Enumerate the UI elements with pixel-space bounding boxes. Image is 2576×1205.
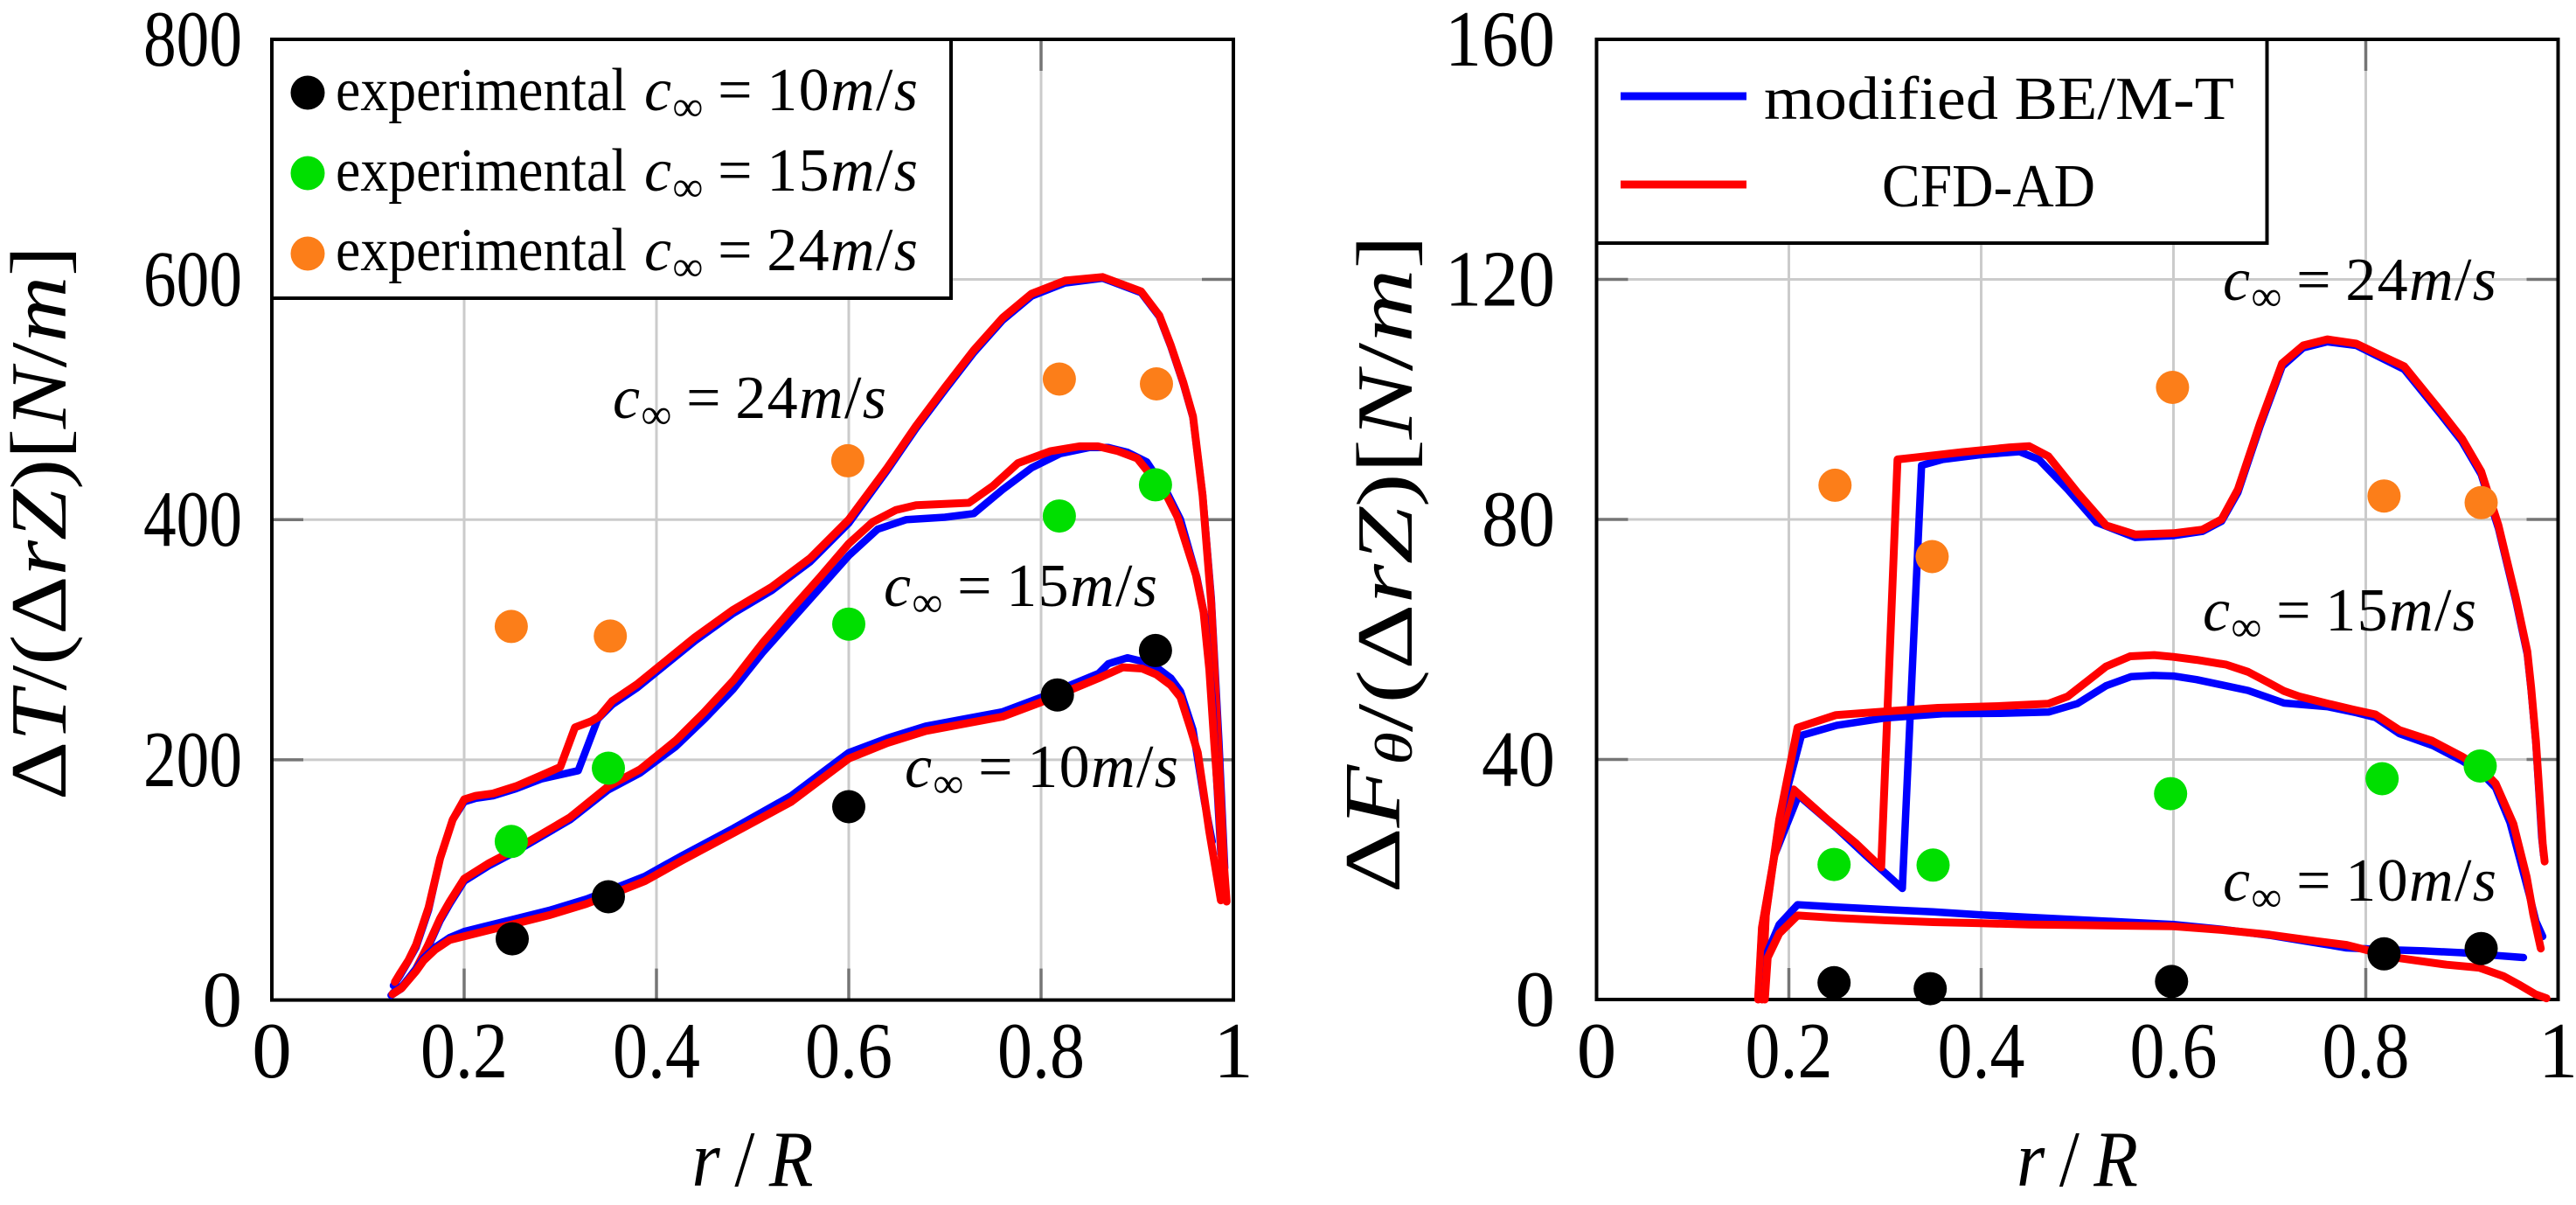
svg-text:0: 0 bbox=[203, 956, 243, 1044]
svg-text:1: 1 bbox=[2538, 1006, 2576, 1095]
svg-text:c∞ = 10m/s: c∞ = 10m/s bbox=[644, 57, 918, 130]
svg-text:c∞ = 15m/s: c∞ = 15m/s bbox=[884, 553, 1157, 626]
svg-text:600: 600 bbox=[143, 235, 242, 324]
svg-text:r / R: r / R bbox=[2017, 1115, 2138, 1201]
svg-text:0.6: 0.6 bbox=[2130, 1006, 2218, 1095]
svg-text:experimental: experimental bbox=[336, 217, 627, 284]
svg-text:1: 1 bbox=[1213, 1006, 1253, 1095]
svg-text:c∞ = 10m/s: c∞ = 10m/s bbox=[905, 734, 1178, 807]
svg-text:160: 160 bbox=[1445, 0, 1555, 83]
svg-text:80: 80 bbox=[1482, 475, 1555, 563]
svg-text:c∞ = 24m/s: c∞ = 24m/s bbox=[644, 217, 918, 290]
svg-text:0: 0 bbox=[252, 1006, 292, 1095]
svg-text:0.4: 0.4 bbox=[1938, 1006, 2025, 1095]
svg-text:c∞ = 10m/s: c∞ = 10m/s bbox=[2223, 847, 2496, 921]
svg-text:400: 400 bbox=[143, 475, 242, 563]
svg-text:0.2: 0.2 bbox=[1746, 1006, 1833, 1095]
svg-text:modified BE/M-T: modified BE/M-T bbox=[1764, 66, 2234, 133]
svg-text:c∞ = 15m/s: c∞ = 15m/s bbox=[2203, 577, 2476, 651]
svg-text:c∞ = 15m/s: c∞ = 15m/s bbox=[644, 137, 918, 211]
svg-text:0: 0 bbox=[1516, 955, 1556, 1043]
svg-text:CFD-AD: CFD-AD bbox=[1882, 153, 2095, 220]
svg-text:ΔFθ/(ΔrZ)[N/m]: ΔFθ/(ΔrZ)[N/m] bbox=[1329, 234, 1429, 893]
svg-text:40: 40 bbox=[1482, 715, 1555, 804]
svg-text:200: 200 bbox=[143, 715, 242, 804]
svg-text:0.4: 0.4 bbox=[613, 1006, 700, 1095]
svg-text:experimental: experimental bbox=[336, 137, 627, 205]
svg-text:r / R: r / R bbox=[692, 1115, 814, 1201]
svg-text:0.2: 0.2 bbox=[420, 1006, 508, 1095]
svg-text:120: 120 bbox=[1445, 235, 1555, 324]
svg-text:0: 0 bbox=[1577, 1006, 1617, 1095]
svg-text:800: 800 bbox=[143, 0, 242, 83]
svg-text:0.6: 0.6 bbox=[805, 1006, 892, 1095]
svg-text:ΔT/(ΔrZ)[N/m]: ΔT/(ΔrZ)[N/m] bbox=[0, 246, 83, 800]
svg-text:0.8: 0.8 bbox=[2323, 1006, 2410, 1095]
svg-text:c∞ = 24m/s: c∞ = 24m/s bbox=[613, 365, 886, 438]
svg-text:0.8: 0.8 bbox=[997, 1006, 1085, 1095]
svg-text:c∞ = 24m/s: c∞ = 24m/s bbox=[2223, 247, 2496, 320]
svg-text:experimental: experimental bbox=[336, 57, 627, 124]
